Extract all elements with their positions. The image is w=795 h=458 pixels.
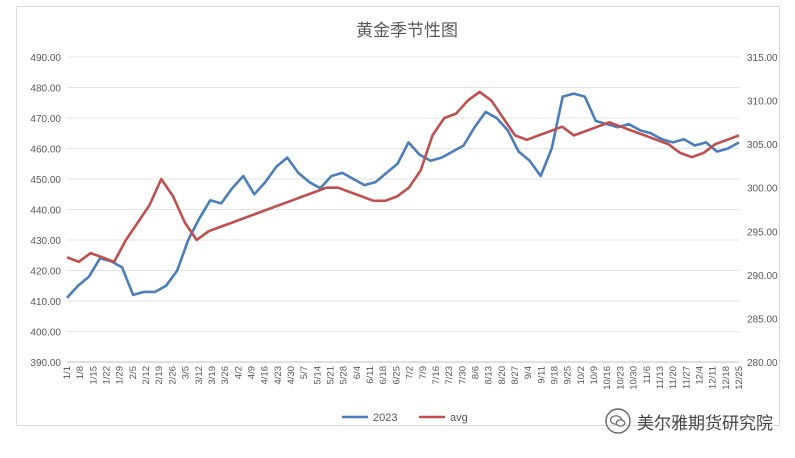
x-tick-label: 8/27 xyxy=(510,366,521,385)
wechat-logo-icon xyxy=(605,408,631,434)
watermark: 美尔雅期货研究院 xyxy=(605,408,773,434)
x-tick-label: 3/26 xyxy=(220,366,231,385)
right-tick-label: 315.00 xyxy=(747,53,778,64)
watermark-text: 美尔雅期货研究院 xyxy=(637,413,773,434)
x-tick-label: 10/16 xyxy=(602,366,613,390)
x-tick-label: 2/5 xyxy=(128,366,139,379)
x-tick-label: 8/13 xyxy=(484,366,495,385)
legend: 2023 avg xyxy=(342,412,468,424)
x-tick-label: 7/30 xyxy=(457,366,468,385)
x-tick-label: 1/22 xyxy=(102,366,113,385)
x-tick-label: 10/9 xyxy=(589,366,600,385)
right-tick-label: 305.00 xyxy=(747,140,778,151)
legend-label: 2023 xyxy=(373,412,397,424)
x-tick-label: 6/4 xyxy=(352,366,363,379)
x-tick-label: 11/13 xyxy=(655,366,666,389)
x-tick-label: 4/9 xyxy=(246,366,257,379)
left-axis: 390.00 400.00 410.00 420.00 430.00 440.00 450.… xyxy=(30,53,61,369)
x-tick-label: 10/23 xyxy=(615,366,626,390)
right-tick-label: 280.00 xyxy=(747,358,778,369)
x-tick-label: 3/19 xyxy=(207,366,218,385)
x-tick-label: 8/20 xyxy=(497,366,508,385)
gridlines xyxy=(67,56,739,363)
x-tick-label: 7/9 xyxy=(418,366,429,379)
x-tick-label: 11/27 xyxy=(681,366,692,389)
x-tick-label: 12/25 xyxy=(734,366,745,390)
left-tick-label: 450.00 xyxy=(30,175,61,186)
x-tick-label: 1/8 xyxy=(75,366,86,379)
series-line-avg xyxy=(66,90,740,264)
x-tick-label: 9/18 xyxy=(550,366,561,385)
seasonal-line-chart: 黄金季节性图 390.00 400.00 410.00 420.00 430.00 440… xyxy=(30,21,778,424)
x-tick-label: 5/14 xyxy=(312,366,323,385)
x-tick-label: 3/5 xyxy=(181,366,192,379)
x-tick-label: 11/20 xyxy=(668,366,679,389)
left-tick-label: 480.00 xyxy=(30,84,61,95)
x-tick-label: 9/11 xyxy=(536,366,547,384)
x-tick-label: 12/18 xyxy=(721,366,732,390)
x-axis: 1/1 1/8 1/15 1/22 1/29 2/5 2/12 2/19 2/26 3/5 3/12… xyxy=(62,361,745,390)
left-tick-label: 470.00 xyxy=(30,114,61,125)
x-tick-label: 4/16 xyxy=(260,366,271,385)
left-tick-label: 460.00 xyxy=(30,145,61,156)
x-tick-label: 5/21 xyxy=(326,366,337,385)
x-tick-label: 2/19 xyxy=(154,366,165,385)
left-tick-label: 490.00 xyxy=(30,53,61,64)
x-tick-label: 4/23 xyxy=(273,366,284,385)
x-tick-label: 12/11 xyxy=(708,366,719,389)
x-tick-label: 7/2 xyxy=(405,366,416,379)
right-axis: 280.00 285.00 290.00 295.00 300.00 305.00 310.… xyxy=(747,53,778,369)
x-tick-label: 3/12 xyxy=(194,366,205,385)
chart-title: 黄金季节性图 xyxy=(356,21,458,41)
x-tick-label: 10/2 xyxy=(576,366,587,385)
x-tick-label: 6/25 xyxy=(391,366,402,385)
x-tick-label: 1/15 xyxy=(88,366,99,385)
left-tick-label: 430.00 xyxy=(30,236,61,247)
x-tick-label: 5/28 xyxy=(339,366,350,385)
x-tick-label: 9/25 xyxy=(563,366,574,385)
x-tick-label: 9/4 xyxy=(523,366,534,379)
x-tick-label: 7/23 xyxy=(444,366,455,385)
right-tick-label: 285.00 xyxy=(747,314,778,325)
series-line-2023 xyxy=(66,92,740,299)
x-tick-label: 6/11 xyxy=(365,366,376,384)
x-tick-label: 7/16 xyxy=(431,366,442,385)
right-tick-label: 290.00 xyxy=(747,271,778,282)
left-tick-label: 440.00 xyxy=(30,206,61,217)
series-lines xyxy=(66,90,740,299)
right-tick-label: 310.00 xyxy=(747,97,778,108)
left-tick-label: 410.00 xyxy=(30,297,61,308)
right-tick-label: 300.00 xyxy=(747,184,778,195)
x-tick-label: 1/1 xyxy=(62,366,73,379)
right-tick-label: 295.00 xyxy=(747,227,778,238)
x-tick-label: 12/4 xyxy=(694,366,705,385)
left-tick-label: 390.00 xyxy=(30,358,61,369)
chart-frame: 黄金季节性图 390.00 400.00 410.00 420.00 430.00 440… xyxy=(16,6,780,426)
x-tick-label: 4/2 xyxy=(233,366,244,379)
left-tick-label: 400.00 xyxy=(30,328,61,339)
x-tick-label: 1/29 xyxy=(115,366,126,385)
x-tick-label: 11/6 xyxy=(642,366,653,384)
x-tick-label: 4/30 xyxy=(286,366,297,385)
legend-label: avg xyxy=(450,412,468,424)
x-tick-label: 5/7 xyxy=(299,366,310,379)
x-tick-label: 2/26 xyxy=(167,366,178,385)
left-tick-label: 420.00 xyxy=(30,267,61,278)
x-tick-label: 8/6 xyxy=(470,366,481,379)
x-tick-label: 6/18 xyxy=(378,366,389,385)
x-tick-label: 2/12 xyxy=(141,366,152,385)
x-tick-label: 10/30 xyxy=(629,366,640,390)
